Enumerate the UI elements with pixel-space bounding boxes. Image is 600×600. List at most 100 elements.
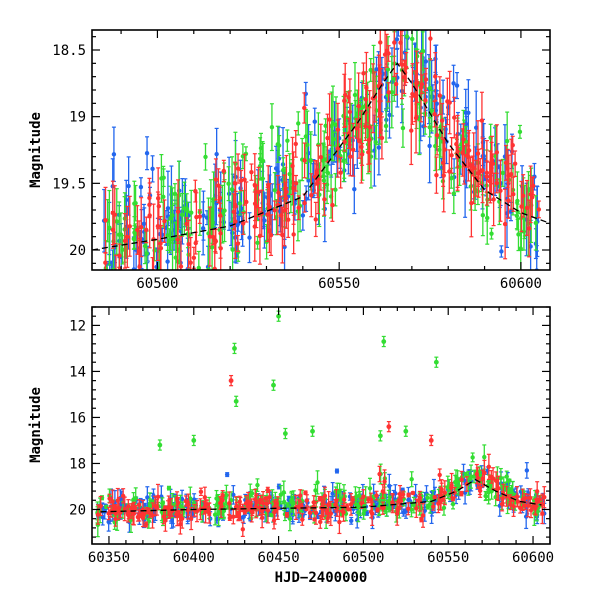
top-model-curve xyxy=(92,62,550,251)
top-data-point xyxy=(437,76,443,116)
top-data-point xyxy=(257,206,263,265)
bottom-data-point xyxy=(317,495,323,502)
top-data-point xyxy=(330,188,335,222)
top-data-point xyxy=(524,179,530,236)
top-data-point xyxy=(293,174,299,192)
bottom-series-3 xyxy=(95,453,547,537)
bottom-data-point xyxy=(528,488,533,508)
top-data-point xyxy=(491,172,496,227)
top-data-point xyxy=(110,210,116,249)
top-data-point xyxy=(449,136,454,174)
top-data-point xyxy=(233,184,238,260)
bottom-data-point xyxy=(414,498,419,519)
top-data-point xyxy=(390,0,394,23)
top-data-point xyxy=(323,118,328,134)
bottom-data-point xyxy=(377,465,382,483)
top-data-point xyxy=(186,219,191,269)
top-data-point xyxy=(161,168,166,188)
top-data-point xyxy=(389,55,394,129)
bottom-data-point xyxy=(291,490,296,517)
top-data-point xyxy=(502,188,508,260)
top-data-point xyxy=(530,176,536,196)
top-data-point xyxy=(175,179,181,244)
bottom-data-point xyxy=(406,492,411,498)
top-data-point xyxy=(226,166,231,202)
top-data-point xyxy=(303,108,309,164)
top-panel-frame xyxy=(91,29,551,271)
top-data-point xyxy=(291,214,296,255)
bottom-data-point xyxy=(482,459,487,487)
top-data-point xyxy=(489,227,494,240)
top-data-point xyxy=(392,30,397,78)
top-x-tick-label: 60600 xyxy=(500,276,542,292)
top-data-point xyxy=(452,96,457,139)
top-data-point xyxy=(383,109,389,143)
top-data-point xyxy=(386,45,391,62)
bottom-data-point xyxy=(416,495,421,506)
bottom-data-point xyxy=(140,508,146,528)
bottom-outlier-point xyxy=(310,425,315,437)
bottom-data-point xyxy=(453,474,458,490)
top-data-point xyxy=(423,73,428,128)
bottom-data-point xyxy=(518,502,523,514)
top-data-point xyxy=(196,250,202,270)
bottom-data-point xyxy=(315,470,320,495)
bottom-data-point xyxy=(152,495,158,517)
top-y-tick-label: 18.5 xyxy=(52,43,86,59)
top-data-point xyxy=(318,123,324,191)
bottom-data-point xyxy=(224,484,229,506)
top-data-point xyxy=(410,30,415,67)
top-data-point xyxy=(511,176,516,212)
top-data-point xyxy=(237,191,243,216)
bottom-data-point xyxy=(368,505,374,519)
top-data-point xyxy=(342,132,347,152)
bottom-data-point xyxy=(354,491,359,502)
top-data-point xyxy=(109,260,114,270)
bottom-x-tick-label: 60350 xyxy=(88,550,130,566)
top-data-point xyxy=(193,179,198,203)
top-data-point xyxy=(268,214,274,257)
bottom-data-point xyxy=(437,468,442,482)
bottom-data-point xyxy=(419,517,424,523)
bottom-data-point xyxy=(253,494,259,519)
top-data-point xyxy=(203,143,208,171)
top-data-point xyxy=(454,72,460,100)
bottom-data-point xyxy=(198,498,203,521)
bottom-data-point xyxy=(104,504,109,510)
top-data-point xyxy=(410,63,415,125)
top-data-point xyxy=(494,124,500,181)
top-data-point xyxy=(127,195,132,257)
bottom-data-point xyxy=(304,494,310,507)
bottom-data-point xyxy=(504,470,509,483)
top-data-point xyxy=(484,160,489,193)
top-data-point xyxy=(103,186,108,254)
top-data-point xyxy=(455,146,460,168)
top-data-point xyxy=(312,107,317,136)
bottom-data-point xyxy=(381,505,386,510)
top-data-point xyxy=(473,90,479,165)
bottom-data-point xyxy=(475,467,480,489)
bottom-data-point xyxy=(390,493,395,512)
bottom-y-tick-label: 20 xyxy=(69,502,86,518)
bottom-panel-data xyxy=(95,310,547,538)
bottom-panel-ticks: 60350 60400 60450 60500 60550 60600 12 14 16 18 20 xyxy=(69,306,554,566)
top-data-point xyxy=(150,155,155,183)
top-y-tick-label: 19.5 xyxy=(52,176,86,192)
bottom-data-point xyxy=(524,462,530,479)
top-data-point xyxy=(141,203,147,244)
top-data-point xyxy=(138,197,144,258)
top-data-point xyxy=(354,118,359,139)
top-data-point xyxy=(447,149,452,194)
top-data-point xyxy=(240,211,246,236)
top-data-point xyxy=(347,78,353,146)
top-data-point xyxy=(221,159,226,183)
top-data-point xyxy=(293,130,298,158)
bottom-outlier-point xyxy=(377,430,383,442)
bottom-outlier-point xyxy=(233,395,239,408)
top-data-point xyxy=(367,107,372,173)
bottom-data-point xyxy=(514,485,520,508)
bottom-outlier-point xyxy=(191,434,197,447)
top-panel: 60500 60550 60600 18.5 19 19.5 20 Magnitude xyxy=(28,0,551,292)
bottom-data-point xyxy=(186,493,191,516)
bottom-data-point xyxy=(409,471,414,488)
